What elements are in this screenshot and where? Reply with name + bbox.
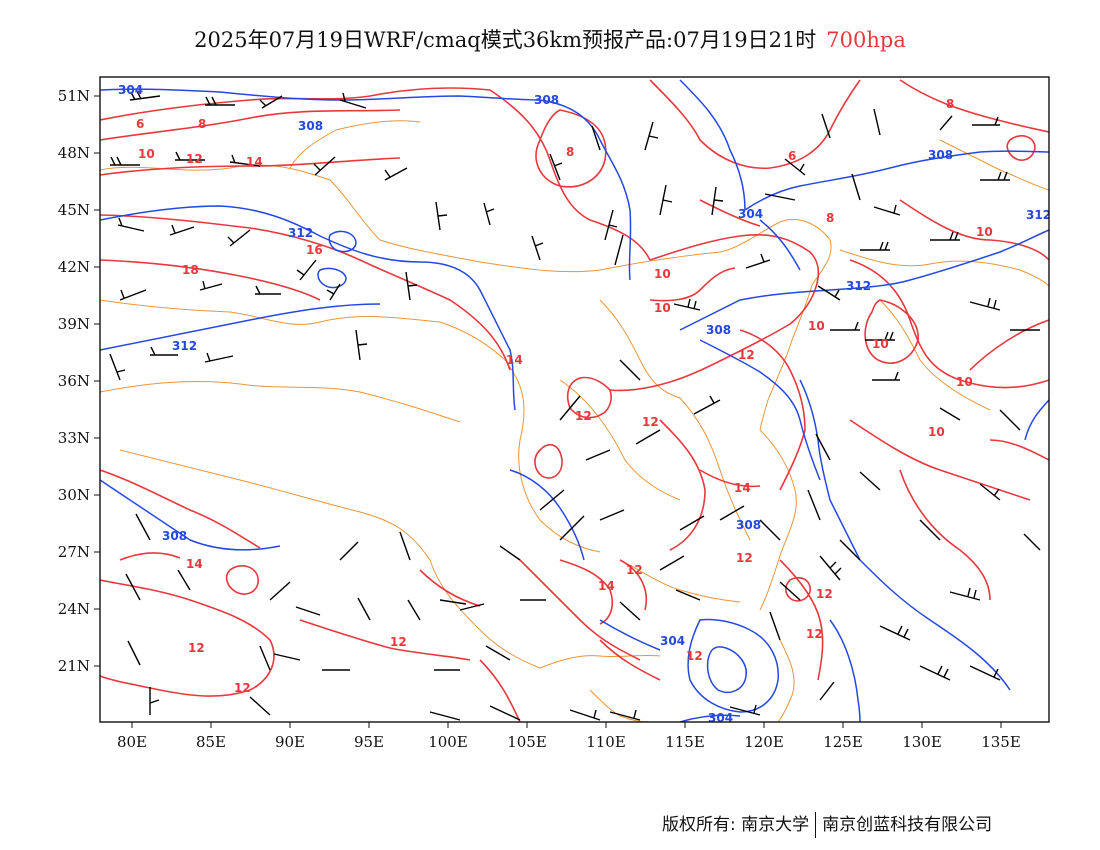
t-label-29: 10 [928,425,945,439]
t-label-15: 14 [506,353,523,367]
title-main: 2025年07月19日WRF/cmaq模式36km预报产品:07月19日21时 [194,28,817,52]
t-label-6: 16 [306,243,323,257]
x-tick: 130E [902,733,942,751]
t-label-27: 10 [872,337,889,351]
x-tick: 95E [354,733,384,751]
y-tick: 48N [58,144,90,162]
z-label-8: 308 [706,323,731,337]
copyright-footer: 版权所有: 南京大学 南京创蓝科技有限公司 [662,810,992,838]
t-label-4: 12 [186,152,203,166]
z-label-6: 308 [928,148,953,162]
t-label-33: 12 [390,635,407,649]
z-label-4: 312 [288,226,313,240]
footer-left: 版权所有: 南京大学 [662,815,810,835]
x-tick: 110E [586,733,626,751]
geopotential-contours [100,79,1049,722]
z-label-12: 308 [736,518,761,532]
t-label-7: 18 [182,263,199,277]
z-label-1: 304 [118,83,143,97]
y-tick: 21N [58,657,90,675]
t-label-11: 8 [826,211,834,225]
t-label-10: 8 [946,97,954,111]
z-label-13: 304 [660,634,685,648]
z-label-11: 308 [162,529,187,543]
y-tick: 27N [58,543,90,561]
t-label-1: 6 [136,117,144,131]
t-label-32: 14 [186,557,203,571]
t-label-16: 12 [575,409,592,423]
t-label-14: 12 [738,348,755,362]
y-axis-labels: 51N 48N 45N 42N 39N 36N 33N 30N 27N 24N … [58,87,90,675]
x-axis-labels: 80E 85E 90E 95E 100E 105E 110E 115E 120E… [117,733,1021,751]
t-label-13: 10 [654,301,671,315]
t-label-17: 12 [642,415,659,429]
y-tick: 33N [58,429,90,447]
x-tick: 135E [981,733,1021,751]
z-label-14: 304 [708,711,733,725]
y-tick: 24N [58,600,90,618]
t-label-18: 14 [734,481,751,495]
t-label-19: 12 [736,551,753,565]
x-tick: 85E [196,733,226,751]
z-label-3: 308 [298,119,323,133]
y-tick: 51N [58,87,90,105]
t-label-28: 10 [956,375,973,389]
x-tick: 125E [823,733,863,751]
t-label-24: 12 [806,627,823,641]
z-label-5: 312 [172,339,197,353]
t-label-26: 10 [808,319,825,333]
x-tick: 105E [507,733,547,751]
wind-barbs [109,90,1041,721]
footer-right: 南京创蓝科技有限公司 [822,815,993,835]
t-label-21: 14 [598,579,615,593]
y-tick: 45N [58,201,90,219]
t-label-3: 10 [138,147,155,161]
t-label-2: 8 [198,117,206,131]
contour-labels: 6 8 10 12 14 16 18 8 6 8 8 10 10 12 14 1… [118,83,1051,725]
y-tick: 42N [58,258,90,276]
t-label-25: 10 [976,225,993,239]
t-label-12: 10 [654,267,671,281]
t-label-8: 8 [566,145,574,159]
t-label-5: 14 [246,155,263,169]
t-label-31: 12 [234,681,251,695]
x-tick: 100E [428,733,468,751]
x-tick: 80E [117,733,147,751]
z-label-7: 304 [738,207,763,221]
y-tick: 30N [58,486,90,504]
z-label-2: 308 [534,93,559,107]
plot-frame [99,76,1050,723]
temperature-contours [100,79,1049,722]
t-label-20: 12 [626,563,643,577]
x-tick: 115E [665,733,705,751]
y-tick: 36N [58,372,90,390]
t-label-9: 6 [788,149,796,163]
t-label-30: 12 [188,641,205,655]
x-tick: 120E [744,733,784,751]
z-label-10: 312 [1026,208,1051,222]
axis-ticks [94,95,1002,728]
t-label-23: 12 [816,587,833,601]
border-lines [100,120,1049,722]
x-tick: 90E [275,733,305,751]
chart-title: 2025年07月19日WRF/cmaq模式36km预报产品:07月19日21时 7… [0,24,1100,54]
footer-divider [815,812,817,838]
title-level: 700hpa [826,28,906,52]
z-label-9: 312 [846,279,871,293]
t-label-22: 12 [686,649,703,663]
y-tick: 39N [58,315,90,333]
